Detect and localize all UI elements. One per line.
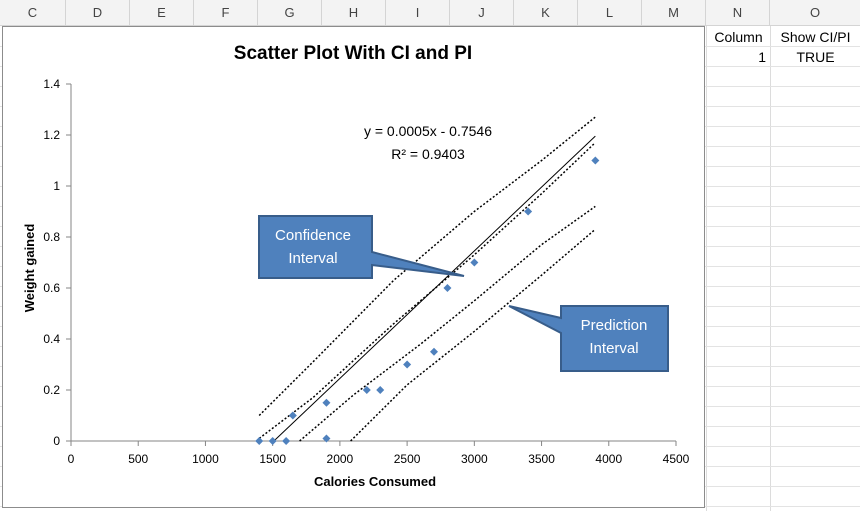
prediction-interval-upper <box>258 116 596 417</box>
column-header-l[interactable]: L <box>578 0 642 26</box>
r-squared-label: R² = 0.9403 <box>391 146 465 162</box>
data-point <box>403 360 412 369</box>
x-tick-label: 500 <box>128 452 148 466</box>
data-point <box>322 434 331 443</box>
callout-line1: Confidence <box>275 227 351 244</box>
x-tick-label: 1000 <box>192 452 219 466</box>
data-point <box>282 437 291 445</box>
data-point <box>288 411 297 420</box>
column-headers: C D E F G H I J K L M N O <box>0 0 860 26</box>
data-point <box>591 156 600 165</box>
data-point <box>322 398 331 407</box>
callout-layer: Confidence Interval Prediction Interval <box>258 215 669 372</box>
prediction-interval-lower <box>350 228 596 442</box>
x-tick-label: 3000 <box>461 452 488 466</box>
cell-n2[interactable]: 1 <box>758 49 766 65</box>
confidence-interval-lower <box>299 205 596 442</box>
y-tick-label: 1.2 <box>43 128 60 142</box>
y-tick-label: 0.6 <box>43 281 60 295</box>
y-tick-label: 0 <box>53 434 60 448</box>
column-header-e[interactable]: E <box>130 0 194 26</box>
trendline <box>273 135 596 442</box>
column-header-g[interactable]: G <box>258 0 322 26</box>
data-point <box>443 284 452 292</box>
x-tick-label: 2000 <box>327 452 354 466</box>
column-header-j[interactable]: J <box>450 0 514 26</box>
cell-n1[interactable]: Column <box>714 29 763 45</box>
callout-shape <box>508 305 669 372</box>
chart-title: Scatter Plot With CI and PI <box>234 43 472 64</box>
data-point <box>470 258 479 267</box>
cell-o1[interactable]: Show CI/PI <box>780 29 851 45</box>
scatter-chart[interactable]: Scatter Plot With CI and PI Weight gaine… <box>3 27 704 507</box>
confidence-interval-upper <box>258 142 596 439</box>
y-axis-title: Weight gained <box>22 224 37 313</box>
column-header-k[interactable]: K <box>514 0 578 26</box>
column-header-n[interactable]: N <box>706 0 770 26</box>
trendline-equation: y = 0.0005x - 0.7546 <box>364 123 492 139</box>
callout-line1: Prediction <box>581 317 648 334</box>
column-header-c[interactable]: C <box>0 0 66 26</box>
y-tick-label: 0.8 <box>43 230 60 244</box>
column-header-m[interactable]: M <box>642 0 706 26</box>
y-tick-label: 1.4 <box>43 77 60 91</box>
x-tick-label: 0 <box>68 452 75 466</box>
column-header-o[interactable]: O <box>809 5 821 20</box>
confidence-interval-callout[interactable]: Confidence Interval <box>258 215 465 279</box>
y-tick-label: 0.2 <box>43 383 60 397</box>
cell-o2[interactable]: TRUE <box>796 49 835 65</box>
data-point <box>362 386 371 394</box>
data-point <box>376 386 385 394</box>
gridline <box>770 26 771 511</box>
callout-line2: Interval <box>288 250 337 267</box>
data-point <box>524 207 533 216</box>
x-axis-title: Calories Consumed <box>314 474 436 489</box>
x-tick-label: 1500 <box>259 452 286 466</box>
x-tick-label: 4500 <box>663 452 690 466</box>
chart-frame[interactable]: Scatter Plot With CI and PI Weight gaine… <box>2 26 705 508</box>
x-tick-label: 2500 <box>394 452 421 466</box>
x-tick-label: 4000 <box>595 452 622 466</box>
column-header-i[interactable]: I <box>386 0 450 26</box>
prediction-interval-callout[interactable]: Prediction Interval <box>508 305 669 372</box>
plot-area: 0 0.2 0.4 0.6 0.8 1 1.2 1.4 0 500 1000 1500 2000 2500… <box>43 77 689 466</box>
callout-shape <box>258 215 465 279</box>
y-tick-label: 1 <box>53 179 60 193</box>
data-point <box>268 437 277 445</box>
data-point <box>255 437 264 445</box>
column-header-h[interactable]: H <box>322 0 386 26</box>
y-tick-label: 0.4 <box>43 332 60 346</box>
gridline <box>706 26 707 511</box>
column-header-f[interactable]: F <box>194 0 258 26</box>
x-tick-label: 3500 <box>528 452 555 466</box>
callout-line2: Interval <box>589 340 638 357</box>
data-point <box>430 347 438 356</box>
column-header-d[interactable]: D <box>66 0 130 26</box>
